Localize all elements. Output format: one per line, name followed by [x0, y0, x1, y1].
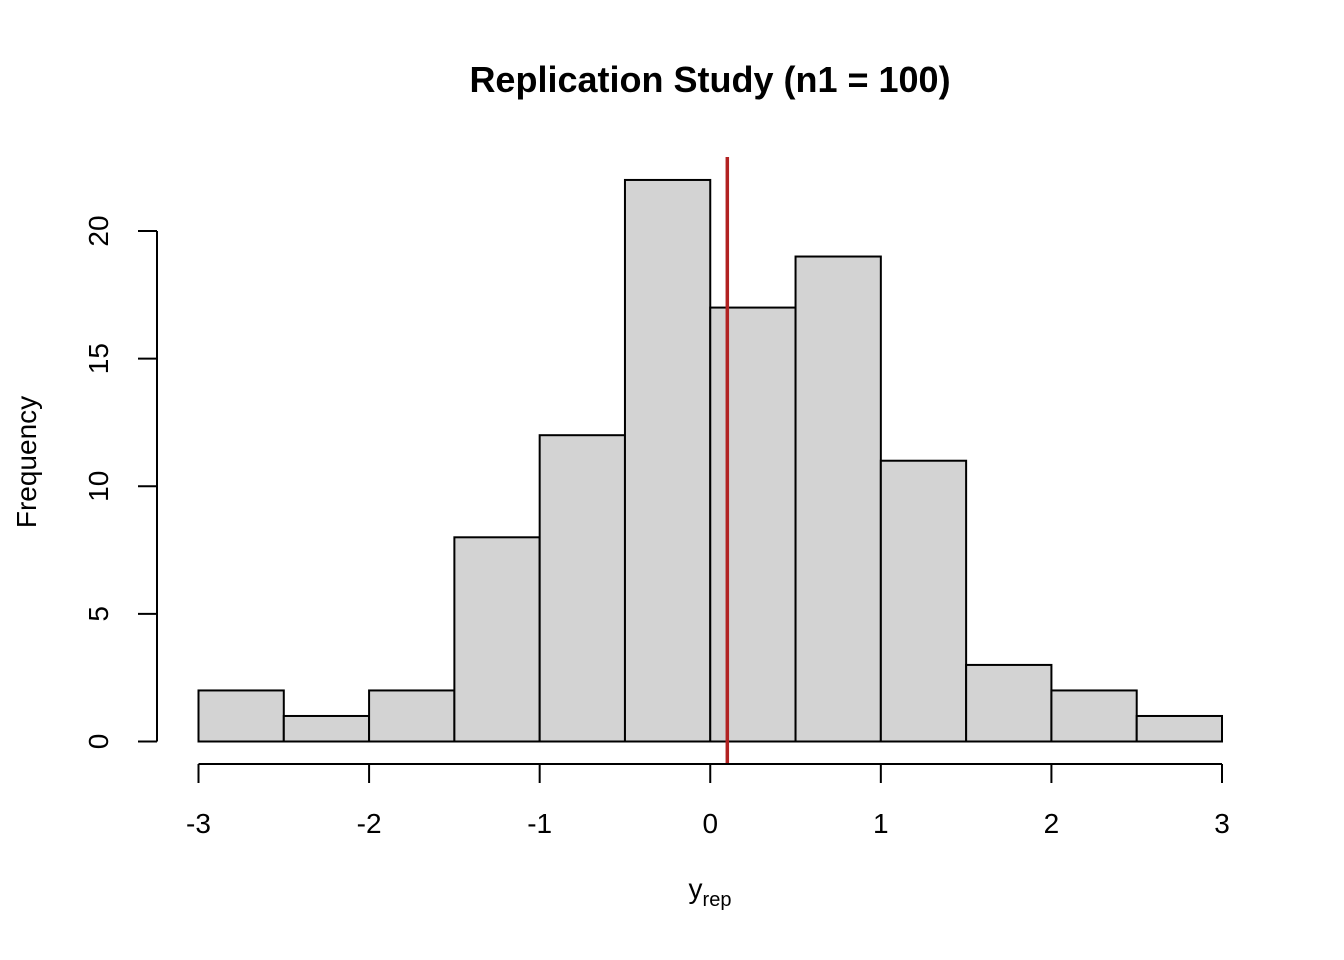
- histogram-bar-5: [623, 178, 712, 743]
- y-tick-label-4: 20: [83, 215, 114, 246]
- x-tick-label-4: 1: [873, 808, 889, 839]
- histogram-bar-11: [1135, 714, 1224, 743]
- histogram-bar-9: [965, 663, 1053, 743]
- histogram-bar-3: [453, 536, 541, 743]
- x-axis: -3 -2 -1 0 1 2 3: [186, 763, 1230, 839]
- y-axis: 0 5 10 15 20: [83, 215, 158, 750]
- y-tick-label-0: 0: [83, 734, 114, 750]
- x-tick-label-1: -2: [357, 808, 382, 839]
- x-axis-label-base: y: [689, 873, 703, 904]
- chart-title: Replication Study (n1 = 100): [469, 59, 950, 100]
- y-tick-label-3: 15: [83, 343, 114, 374]
- x-tick-label-6: 3: [1214, 808, 1230, 839]
- bars-group: [197, 178, 1224, 743]
- histogram-bar-10: [1050, 689, 1138, 743]
- x-tick-label-0: -3: [186, 808, 211, 839]
- x-tick-label-2: -1: [527, 808, 552, 839]
- y-axis-label: Frequency: [11, 396, 42, 528]
- histogram-bar-4: [538, 434, 626, 743]
- x-axis-label-subscript: rep: [703, 889, 732, 911]
- histogram-bar-8: [879, 459, 968, 743]
- y-tick-label-1: 5: [83, 606, 114, 622]
- x-axis-label: yrep: [689, 873, 732, 911]
- x-tick-label-3: 0: [702, 808, 718, 839]
- histogram-bar-7: [794, 255, 882, 743]
- x-tick-label-5: 2: [1044, 808, 1060, 839]
- histogram-bar-6: [709, 306, 797, 743]
- histogram-bar-0: [197, 689, 285, 743]
- histogram-bar-1: [282, 714, 371, 743]
- y-tick-label-2: 10: [83, 471, 114, 502]
- histogram-bar-2: [368, 689, 456, 743]
